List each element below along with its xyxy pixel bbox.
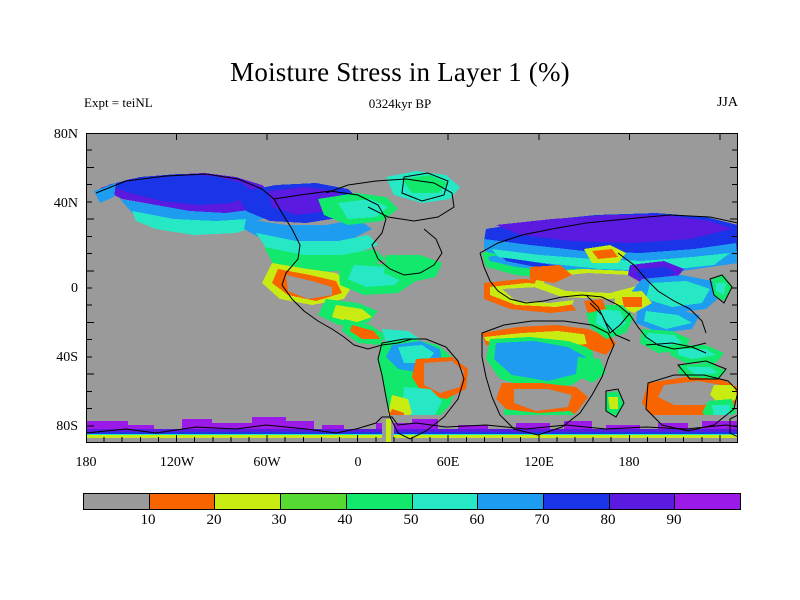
chart-subtitle: 0324kyr BP	[368, 96, 432, 111]
x-axis-label-0: 0	[354, 455, 362, 470]
colorbar-tick-20: 20	[206, 512, 222, 528]
colorbar-tick-70: 70	[534, 512, 550, 528]
colorbar-tick-60: 60	[469, 512, 485, 528]
y-axis-label-40s: 40S	[56, 350, 78, 365]
x-axis-label-120e: 120E	[524, 455, 554, 470]
chart-title: Moisture Stress in Layer 1 (%)	[230, 57, 570, 87]
colorbar-tick-80: 80	[600, 512, 616, 528]
colorbar-tick-50: 50	[403, 512, 419, 528]
season-label: JJA	[716, 95, 738, 110]
x-axis-label-60w: 60W	[253, 455, 281, 470]
colorbar-tick-90: 90	[666, 512, 682, 528]
colorbar	[83, 493, 741, 510]
colorbar-tick-40: 40	[337, 512, 353, 528]
y-axis-label-0: 0	[71, 281, 78, 296]
x-axis-label-180e: 180	[618, 455, 640, 470]
map-plot-area	[86, 133, 738, 443]
colorbar-band-0-10	[84, 494, 150, 509]
colorbar-band-60-70	[478, 494, 544, 509]
colorbar-band-50-60	[412, 494, 479, 509]
x-axis-label-60e: 60E	[436, 455, 460, 470]
y-axis-label-80s: 80S	[56, 419, 78, 434]
y-axis-label-40n: 40N	[53, 196, 78, 211]
x-axis-label-120w: 120W	[159, 455, 195, 470]
colorbar-band-70-80	[543, 494, 610, 509]
x-axis-label-180w: 180	[75, 455, 97, 470]
colorbar-tick-10: 10	[140, 512, 156, 528]
experiment-label: Expt = teiNL	[84, 95, 153, 110]
colorbar-band-90-100	[675, 494, 741, 509]
colorbar-band-20-30	[215, 494, 282, 509]
colorbar-band-40-50	[346, 494, 413, 509]
colorbar-band-10-20	[149, 494, 216, 509]
y-axis-label-80n: 80N	[53, 127, 78, 142]
colorbar-tick-30: 30	[271, 512, 287, 528]
colorbar-band-30-40	[281, 494, 347, 509]
colorbar-band-80-90	[609, 494, 676, 509]
